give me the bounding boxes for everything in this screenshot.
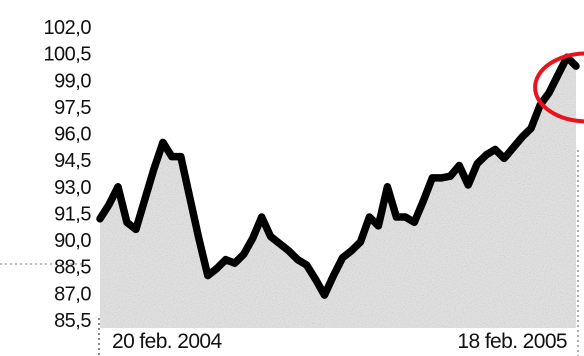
shaded-area — [100, 57, 576, 328]
area-texture — [100, 57, 576, 328]
y-tick-label: 87,0 — [54, 283, 91, 305]
y-tick-label: 99,0 — [54, 70, 91, 92]
x-axis: 20 feb. 2004 18 feb. 2005 — [112, 330, 568, 353]
series-line — [96, 53, 580, 299]
x-tick-label-start: 20 feb. 2004 — [112, 330, 222, 353]
y-axis: 102,0 100,5 99,0 97,5 96,0 94,5 93,0 91,5 90,0 88… — [43, 17, 91, 332]
dotted-guides — [0, 150, 579, 356]
x-tick-label-end: 18 feb. 2005 — [457, 330, 567, 353]
y-tick-label: 85,5 — [54, 310, 91, 332]
y-tick-label: 100,5 — [43, 44, 91, 66]
annotation-layer — [533, 51, 584, 124]
y-tick-label: 91,5 — [54, 204, 91, 226]
y-tick-label: 90,0 — [54, 230, 91, 252]
y-tick-label: 97,5 — [54, 97, 91, 119]
y-tick-label: 96,0 — [54, 124, 91, 146]
y-tick-label: 93,0 — [54, 177, 91, 199]
y-tick-label: 88,5 — [54, 257, 91, 279]
y-tick-label: 102,0 — [43, 17, 91, 39]
series-line-layer — [96, 53, 580, 299]
highlight-ellipse — [533, 51, 584, 124]
y-tick-label: 94,5 — [54, 150, 91, 172]
